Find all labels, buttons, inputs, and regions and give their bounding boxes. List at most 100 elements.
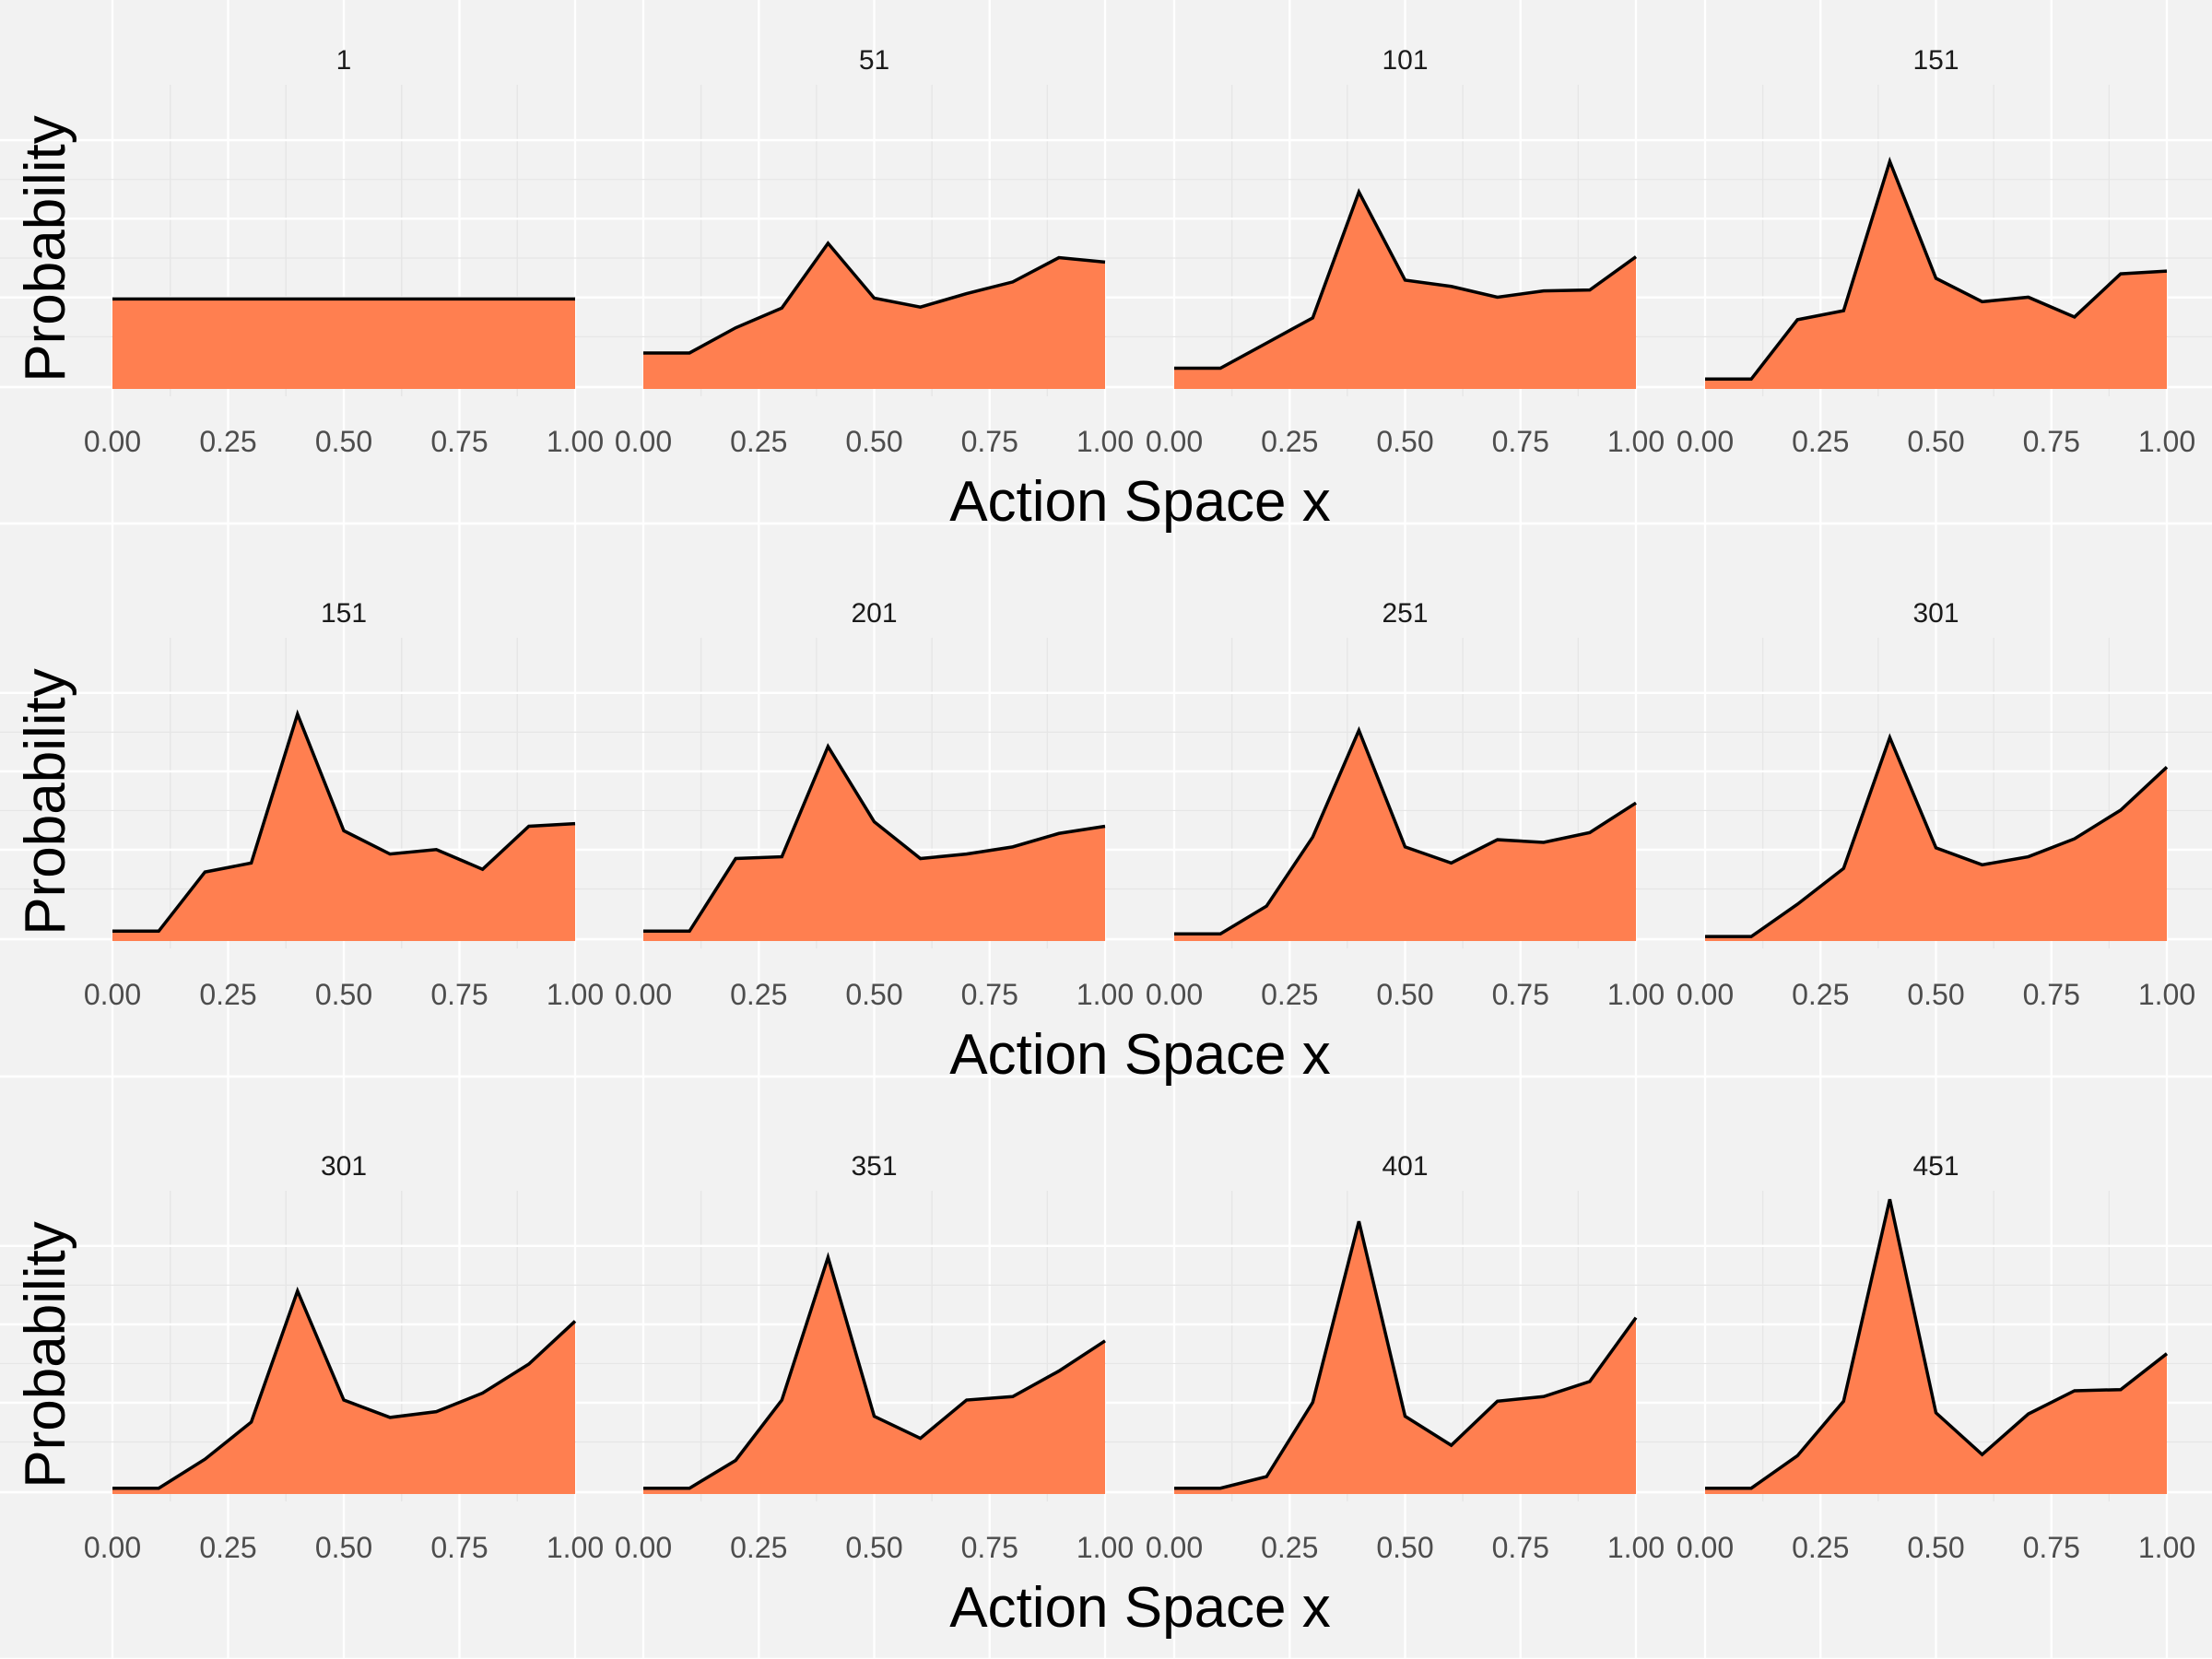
- x-tick-label: 0.50: [315, 1531, 372, 1564]
- x-tick-label: 0.50: [845, 425, 902, 458]
- x-tick-label: 0.00: [84, 1531, 141, 1564]
- x-tick-label: 1.00: [2138, 425, 2195, 458]
- x-tick-label: 0.75: [2023, 425, 2080, 458]
- x-tick-label: 0.50: [1907, 425, 1964, 458]
- x-tick-label: 0.25: [1261, 1531, 1318, 1564]
- panel-title: 401: [1382, 1151, 1428, 1182]
- series-line: [112, 709, 576, 934]
- x-tick-label: 1.00: [547, 978, 604, 1011]
- area-fill: [1174, 730, 1636, 941]
- x-tick-label: 0.50: [1907, 978, 1964, 1011]
- panel-title: 51: [859, 45, 889, 76]
- y-axis-title: Probability: [14, 668, 77, 935]
- series-line: [1174, 725, 1637, 935]
- x-tick-label: 1.00: [1607, 425, 1665, 458]
- x-tick-label: 0.25: [730, 1531, 787, 1564]
- series-line: [643, 1252, 1106, 1490]
- x-tick-label: 0.00: [615, 425, 672, 458]
- x-tick-label: 0.25: [199, 1531, 256, 1564]
- x-tick-label: 0.00: [1677, 425, 1734, 458]
- x-tick-label: 0.00: [615, 1531, 672, 1564]
- x-tick-label: 0.50: [845, 978, 902, 1011]
- area-fill: [1174, 192, 1636, 389]
- area-fill: [1705, 161, 2167, 389]
- x-tick-label: 0.25: [1261, 425, 1318, 458]
- series-line: [1174, 187, 1638, 371]
- x-tick-label: 1.00: [1077, 978, 1134, 1011]
- x-tick-label: 0.00: [1146, 978, 1203, 1011]
- x-tick-label: 0.75: [430, 425, 488, 458]
- x-tick-label: 0.50: [1907, 1531, 1964, 1564]
- x-tick-label: 0.75: [1492, 978, 1549, 1011]
- area-fill: [112, 1290, 575, 1494]
- panel-title: 301: [1912, 598, 1959, 629]
- x-tick-label: 0.25: [730, 978, 787, 1011]
- area-fill: [643, 242, 1105, 389]
- area-fill: [643, 1257, 1105, 1494]
- x-tick-label: 0.75: [961, 978, 1018, 1011]
- area-fill: [1174, 1221, 1636, 1494]
- x-tick-label: 0.50: [1376, 1531, 1433, 1564]
- x-axis-title: Action Space x: [949, 1023, 1331, 1087]
- panel-title: 101: [1382, 45, 1428, 76]
- series-line: [643, 241, 1106, 355]
- x-tick-label: 0.00: [1677, 1531, 1734, 1564]
- series-line: [1705, 1198, 2169, 1490]
- area-fill: [112, 299, 575, 389]
- x-tick-label: 0.00: [84, 425, 141, 458]
- x-tick-label: 0.25: [1792, 978, 1849, 1011]
- series-line: [1174, 1220, 1638, 1490]
- x-tick-label: 0.25: [1792, 1531, 1849, 1564]
- series-line: [1705, 156, 2168, 382]
- x-tick-label: 1.00: [547, 425, 604, 458]
- panel-title: 151: [1912, 45, 1959, 76]
- x-tick-label: 0.25: [1792, 425, 1849, 458]
- area-fill: [1705, 1199, 2167, 1494]
- x-tick-label: 1.00: [2138, 1531, 2195, 1564]
- x-axis-title: Action Space x: [949, 470, 1331, 534]
- x-tick-label: 1.00: [1077, 425, 1134, 458]
- x-tick-label: 1.00: [1077, 1531, 1134, 1564]
- x-tick-label: 0.75: [1492, 1531, 1549, 1564]
- series-line: [1705, 733, 2169, 938]
- x-tick-label: 0.25: [199, 978, 256, 1011]
- x-tick-label: 1.00: [547, 1531, 604, 1564]
- x-tick-label: 0.50: [315, 425, 372, 458]
- x-tick-label: 0.25: [1261, 978, 1318, 1011]
- x-tick-label: 0.00: [1677, 978, 1734, 1011]
- area-fill: [1705, 737, 2167, 941]
- panel-title: 251: [1382, 598, 1428, 629]
- x-tick-label: 0.50: [1376, 978, 1433, 1011]
- y-axis-title: Probability: [14, 115, 77, 382]
- x-tick-label: 0.75: [2023, 1531, 2080, 1564]
- series-line: [112, 1286, 577, 1490]
- x-tick-label: 0.75: [1492, 425, 1549, 458]
- x-tick-label: 0.75: [430, 1531, 488, 1564]
- x-tick-label: 0.75: [430, 978, 488, 1011]
- area-fill: [112, 713, 575, 941]
- panel-title: 451: [1912, 1151, 1959, 1182]
- x-tick-label: 0.50: [845, 1531, 902, 1564]
- x-axis-title: Action Space x: [949, 1576, 1331, 1640]
- x-tick-label: 0.75: [961, 425, 1018, 458]
- x-tick-label: 0.50: [1376, 425, 1433, 458]
- panel-title: 151: [321, 598, 367, 629]
- panel-title: 1: [336, 45, 352, 76]
- y-axis-title: Probability: [14, 1221, 77, 1488]
- panel-title: 351: [851, 1151, 897, 1182]
- x-tick-label: 0.75: [2023, 978, 2080, 1011]
- x-tick-label: 0.00: [615, 978, 672, 1011]
- x-tick-label: 0.25: [199, 425, 256, 458]
- x-tick-label: 1.00: [1607, 1531, 1665, 1564]
- x-tick-label: 1.00: [1607, 978, 1665, 1011]
- panel-title: 301: [321, 1151, 367, 1182]
- x-tick-label: 0.25: [730, 425, 787, 458]
- x-tick-label: 0.00: [1146, 1531, 1203, 1564]
- area-fill: [643, 746, 1105, 941]
- x-tick-label: 0.50: [315, 978, 372, 1011]
- x-tick-label: 0.00: [84, 978, 141, 1011]
- series-line: [643, 743, 1106, 934]
- x-tick-label: 1.00: [2138, 978, 2195, 1011]
- x-tick-label: 0.00: [1146, 425, 1203, 458]
